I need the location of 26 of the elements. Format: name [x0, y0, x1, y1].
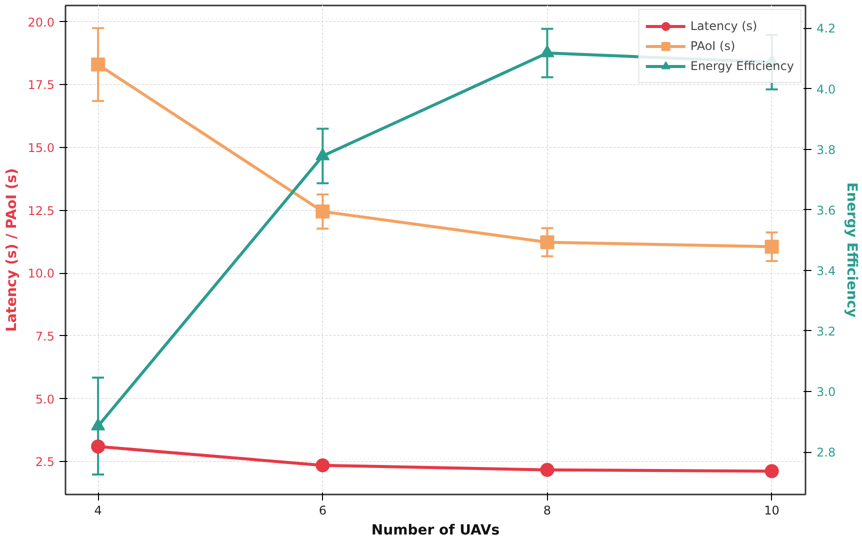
y-tick-label: 12.5: [28, 204, 54, 218]
y2-tick-label: 2.8: [816, 446, 836, 460]
x-tick-label: 6: [318, 504, 326, 518]
y2-tick-label: 3.6: [816, 203, 836, 218]
y-tick-label: 15.0: [28, 140, 54, 155]
y-axis-title: Latency (s) / PAoI (s): [4, 168, 20, 332]
y2-tick-label: 3.8: [816, 142, 836, 157]
y-tick-label: 17.5: [28, 78, 54, 92]
y2-axis-title: Energy Efficiency: [844, 182, 860, 318]
y2-tick-label: 3.4: [816, 264, 836, 278]
y2-tick-label: 3.2: [816, 324, 836, 338]
y2-tick-label: 4.2: [816, 22, 836, 36]
legend-label: Energy Efficiency: [690, 59, 794, 73]
legend-label: Latency (s): [690, 19, 758, 33]
legend-label: PAoI (s): [690, 39, 736, 53]
y2-tick-label: 3.0: [816, 385, 836, 400]
x-axis-title: Number of UAVs: [371, 522, 500, 538]
y-tick-label: 2.5: [35, 455, 55, 470]
y-tick-label: 7.5: [35, 329, 55, 344]
y-tick-label: 10.0: [28, 266, 54, 281]
x-tick-label: 10: [764, 504, 780, 518]
y-tick-label: 5.0: [35, 392, 55, 406]
y-tick-label: 20.0: [28, 15, 54, 30]
y2-tick-label: 4.0: [816, 82, 836, 96]
x-tick-label: 4: [94, 504, 102, 518]
x-tick-label: 8: [543, 504, 552, 518]
